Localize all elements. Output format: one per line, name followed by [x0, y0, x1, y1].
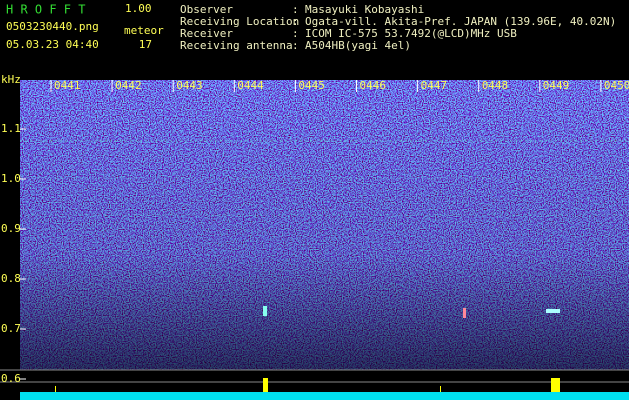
level-bar: [20, 392, 629, 400]
y-label: 1.1: [1, 122, 21, 135]
info-label: Receiving antenna: [180, 39, 293, 52]
version: 1.00: [125, 2, 152, 15]
time-label: 0443: [176, 79, 203, 92]
meteor-echo: [546, 309, 560, 313]
meteor-count: 17: [139, 38, 152, 51]
time-label: 0441: [54, 79, 81, 92]
y-label: 0.7: [1, 322, 21, 335]
info-value: A504HB(yagi 4el): [305, 39, 411, 52]
timestamp: 05.03.23 04:40: [6, 38, 99, 51]
level-spike: [263, 378, 268, 392]
info-separator: :: [292, 15, 299, 28]
time-label: 0450: [604, 79, 629, 92]
time-label: 0445: [298, 79, 325, 92]
y-label: 0.8: [1, 272, 21, 285]
info-separator: :: [292, 3, 299, 16]
meteor-label: meteor: [124, 24, 164, 37]
file-name: 0503230440.png: [6, 20, 99, 33]
spectrogram-fade: [20, 80, 629, 370]
time-label: 0449: [543, 79, 570, 92]
y-unit: kHz: [1, 73, 21, 86]
level-spike: [55, 386, 56, 392]
time-label: 0444: [237, 79, 264, 92]
info-value: Masayuki Kobayashi: [305, 3, 424, 16]
time-label: 0442: [115, 79, 142, 92]
y-label: 1.0: [1, 172, 21, 185]
info-value: ICOM IC-575 53.7492(@LCD)MHz USB: [305, 27, 517, 40]
info-label: Receiver: [180, 27, 233, 40]
info-separator: :: [292, 27, 299, 40]
meteor-echo: [463, 308, 466, 318]
level-spike: [440, 386, 441, 392]
y-label: 0.9: [1, 222, 21, 235]
level-spike: [551, 378, 560, 392]
info-label: Observer: [180, 3, 233, 16]
meteor-echo: [263, 306, 267, 316]
y-label: 0.6: [1, 372, 21, 385]
info-label: Receiving Location: [180, 15, 299, 28]
app-name: H R O F F T: [6, 3, 85, 17]
info-separator: :: [292, 39, 299, 52]
time-label: 0448: [482, 79, 509, 92]
time-label: 0446: [360, 79, 387, 92]
info-value: Ogata-vill. Akita-Pref. JAPAN (139.96E, …: [305, 15, 616, 28]
time-label: 0447: [421, 79, 448, 92]
